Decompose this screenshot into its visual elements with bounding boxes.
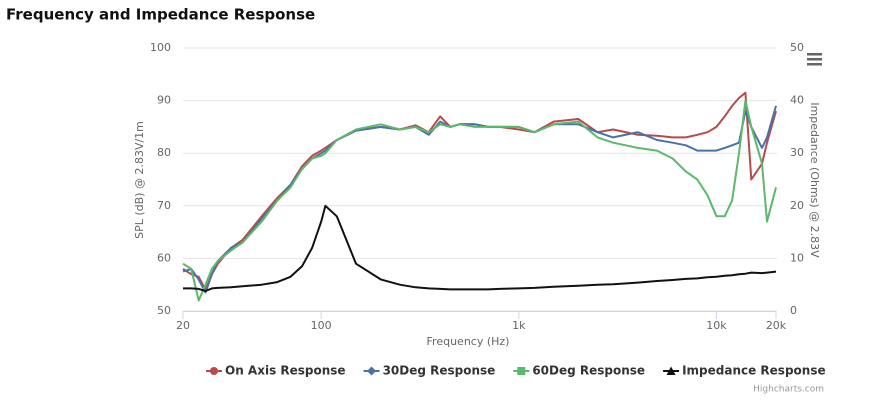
- legend-item[interactable]: 30Deg Response: [363, 364, 496, 378]
- legend-marker: [367, 366, 377, 376]
- y2-tick-label: 0: [790, 304, 797, 317]
- legend-label: 60Deg Response: [532, 364, 645, 378]
- y-axis-title: SPL (dB) @ 2.83V/1m: [133, 121, 146, 239]
- credit: Highcharts.com: [753, 385, 824, 395]
- x-axis-title: Frequency (Hz): [427, 335, 510, 348]
- y2-tick-label: 40: [790, 94, 804, 107]
- legend-item[interactable]: 60Deg Response: [513, 364, 645, 378]
- legend-marker: [210, 367, 218, 375]
- series-line: [182, 91, 777, 291]
- chart-title: Frequency and Impedance Response: [6, 6, 315, 24]
- legend-marker: [666, 366, 676, 375]
- series-line: [182, 105, 777, 294]
- y-tick-label: 90: [157, 94, 171, 107]
- x-tick-label: 1k: [512, 319, 526, 332]
- y2-tick-label: 50: [790, 41, 804, 54]
- y-tick-label: 50: [157, 304, 171, 317]
- legend-label: 30Deg Response: [383, 364, 496, 378]
- x-tick-label: 100: [311, 319, 332, 332]
- y2-tick-label: 20: [790, 199, 804, 212]
- y-tick-label: 80: [157, 146, 171, 159]
- legend-marker: [517, 367, 526, 375]
- legend-item[interactable]: On Axis Response: [206, 364, 346, 378]
- legend-label: On Axis Response: [225, 364, 346, 378]
- legend-item[interactable]: Impedance Response: [663, 364, 826, 378]
- y2-tick-label: 10: [790, 251, 804, 264]
- series-line: [182, 99, 777, 302]
- x-tick-label: 20k: [766, 319, 787, 332]
- series-line: [183, 204, 777, 292]
- y-tick-label: 100: [150, 41, 171, 54]
- y-tick-label: 70: [157, 199, 171, 212]
- y2-axis-title: Impedance (Ohms) @ 2.83V: [808, 102, 821, 258]
- x-tick-label: 20: [176, 319, 190, 332]
- y2-tick-label: 30: [790, 146, 804, 159]
- y-tick-label: 60: [157, 251, 171, 264]
- menu-icon[interactable]: [807, 53, 822, 66]
- x-tick-label: 10k: [706, 319, 727, 332]
- legend-label: Impedance Response: [682, 364, 826, 378]
